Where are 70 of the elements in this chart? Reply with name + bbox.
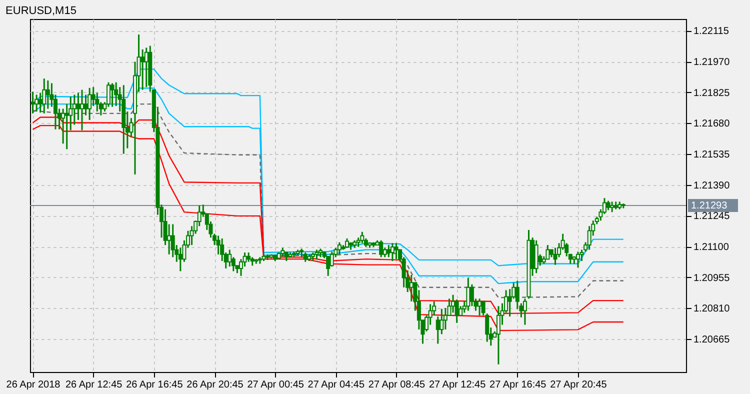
candlestick <box>246 252 251 263</box>
x-tick-label: 27 Apr 20:45 <box>550 380 608 390</box>
candlestick <box>470 284 474 307</box>
candlestick <box>478 298 482 316</box>
x-tick-label: 26 Apr 16:45 <box>126 380 184 390</box>
candlestick <box>140 48 145 91</box>
candlestick <box>330 250 334 268</box>
y-tick-label: 1.21245 <box>694 211 730 222</box>
candlestick <box>170 223 175 258</box>
x-tick-label: 27 Apr 16:45 <box>490 380 547 390</box>
candlestick <box>34 94 39 112</box>
candlestick <box>515 280 520 310</box>
y-tick-label: 1.21100 <box>694 242 730 254</box>
y-tick-label: 1.21970 <box>694 57 730 68</box>
y-tick-label: 1.20955 <box>694 272 730 284</box>
candlestick <box>167 223 172 256</box>
candlestick <box>454 298 459 324</box>
candlestick <box>606 200 610 211</box>
candlestick <box>337 242 342 256</box>
candlestick <box>30 90 35 114</box>
candlestick <box>534 240 538 274</box>
candlestick <box>228 248 232 268</box>
x-tick-label: 27 Apr 04:45 <box>308 380 365 390</box>
candlestick <box>440 308 444 335</box>
candlestick <box>610 200 614 213</box>
ref-line-label: 1.21293 <box>691 200 728 212</box>
x-tick-label: 27 Apr 08:45 <box>368 380 426 390</box>
candlestick <box>451 294 456 314</box>
candlestick <box>379 240 384 258</box>
candlestick <box>314 248 319 260</box>
candlestick <box>46 80 50 110</box>
x-tick-label: 26 Apr 12:45 <box>65 380 123 390</box>
candlestick <box>326 256 330 277</box>
candlestick <box>436 316 440 344</box>
y-tick-label: 1.21390 <box>694 180 730 192</box>
candlestick <box>409 274 414 302</box>
y-tick-label: 1.21680 <box>694 118 730 130</box>
x-tick-label: 27 Apr 00:45 <box>247 380 304 390</box>
candlestick <box>80 89 84 131</box>
candlestick <box>106 82 110 108</box>
candlestick <box>553 247 558 266</box>
candlestick <box>394 242 398 260</box>
candlestick <box>110 82 114 108</box>
y-tick-label: 1.20665 <box>694 334 730 346</box>
y-tick-label: 1.22115 <box>694 26 730 38</box>
candlestick <box>485 312 490 343</box>
candlestick <box>88 87 92 121</box>
x-tick-label: 26 Apr 2018 <box>6 380 61 390</box>
candlestick <box>76 92 80 121</box>
chart-title: EURUSD,M15 <box>6 5 76 17</box>
candlestick <box>284 250 288 262</box>
x-tick-label: 26 Apr 20:45 <box>186 380 244 390</box>
y-tick-label: 1.21825 <box>694 88 730 99</box>
candlestick <box>303 252 308 263</box>
candlestick <box>546 244 550 260</box>
candlestick <box>466 277 470 312</box>
candlestick <box>576 250 580 268</box>
y-tick-label: 1.20810 <box>694 304 730 315</box>
candlestick <box>522 298 527 326</box>
candlestick <box>386 244 391 258</box>
y-tick-label: 1.21535 <box>694 150 730 161</box>
candlestick <box>496 305 500 366</box>
candlestick <box>443 307 448 330</box>
x-tick-label: 27 Apr 12:45 <box>428 380 486 390</box>
candlestick <box>64 103 69 150</box>
candlestick <box>458 305 463 316</box>
candlestick <box>390 242 394 262</box>
candlestick <box>360 231 364 244</box>
candlestick <box>42 78 46 114</box>
candlestick <box>345 238 350 249</box>
